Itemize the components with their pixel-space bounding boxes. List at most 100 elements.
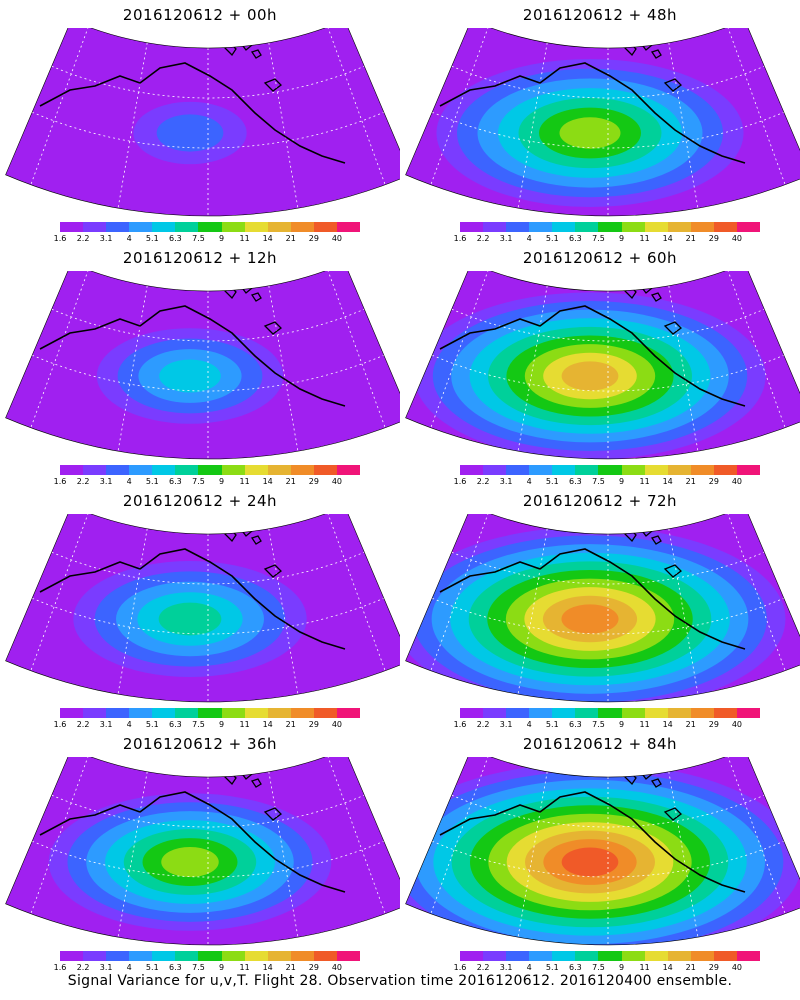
colorbar-label: 1.6 xyxy=(453,720,467,729)
polar-stereographic-map xyxy=(5,514,400,703)
colorbar-swatch xyxy=(267,465,291,475)
colorbar-label: 9 xyxy=(618,720,625,729)
colorbar-swatch xyxy=(83,465,107,475)
colorbar-swatch xyxy=(598,951,622,961)
colorbar-swatch xyxy=(736,222,761,232)
variance-contour xyxy=(559,117,621,149)
colorbar-label: 4 xyxy=(126,234,132,243)
colorbar-swatch xyxy=(460,465,484,475)
colorbar-label: 29 xyxy=(308,234,319,243)
colorbar-label: 7.5 xyxy=(592,234,605,243)
colorbar-label: 40 xyxy=(731,234,743,243)
meridian-line xyxy=(430,28,489,185)
colorbar-label: 5.1 xyxy=(145,963,159,972)
colorbar-swatch xyxy=(621,708,645,718)
panel-title: 2016120612 + 00h xyxy=(122,6,278,24)
colorbar-swatch xyxy=(175,222,199,232)
colorbar-swatch xyxy=(60,708,84,718)
colorbar-swatch xyxy=(221,465,245,475)
colorbar-label: 5.1 xyxy=(545,963,559,972)
colorbar-label: 7.5 xyxy=(592,477,605,486)
colorbar-label: 2.2 xyxy=(76,720,90,729)
colorbar-label: 1.6 xyxy=(53,477,67,486)
coastline xyxy=(39,548,346,650)
colorbar-swatch xyxy=(221,222,245,232)
colorbar-label: 2.2 xyxy=(476,477,490,486)
panel-title: 2016120612 + 24h xyxy=(122,492,278,510)
colorbar-swatch xyxy=(621,222,645,232)
colorbar-swatch xyxy=(667,222,691,232)
colorbar-swatch xyxy=(244,222,268,232)
panel-title: 2016120612 + 72h xyxy=(522,492,678,510)
colorbar-label: 1.6 xyxy=(453,963,467,972)
colorbar-swatch xyxy=(483,708,507,718)
colorbar-label: 7.5 xyxy=(192,234,205,243)
colorbar-swatch xyxy=(152,708,176,718)
colorbar-label: 40 xyxy=(331,963,343,972)
colorbar-label: 6.3 xyxy=(169,963,182,972)
colorbar-swatch xyxy=(644,708,668,718)
variance-contour xyxy=(161,847,219,877)
colorbar-label: 7.5 xyxy=(192,963,205,972)
map-panel: 2016120612 + 24h 1.6 2.2 3.1 4 5.1 6.3 7.5 9 11 14… xyxy=(0,486,400,731)
meridian-line xyxy=(430,514,489,671)
colorbar-label: 1.6 xyxy=(453,477,467,486)
colorbar-label: 5.1 xyxy=(545,720,559,729)
colorbar-label: 29 xyxy=(308,477,319,486)
map-boundary xyxy=(5,28,400,217)
polar-stereographic-map xyxy=(405,757,800,946)
variance-contour xyxy=(159,359,221,393)
colorbar-swatch xyxy=(529,951,553,961)
colorbar-label: 40 xyxy=(331,477,343,486)
colorbar-label: 2.2 xyxy=(76,234,90,243)
parallel-line xyxy=(32,354,384,392)
panel-title: 2016120612 + 84h xyxy=(522,735,678,753)
colorbar-label: 7.5 xyxy=(192,720,205,729)
colorbar-label: 3.1 xyxy=(99,477,113,486)
colorbar-swatch xyxy=(129,951,153,961)
colorbar-label: 14 xyxy=(662,477,673,486)
colorbar-label: 29 xyxy=(308,720,319,729)
panel-title: 2016120612 + 12h xyxy=(122,249,278,267)
colorbar-label: 6.3 xyxy=(569,234,582,243)
meridian-line xyxy=(327,757,386,914)
map-boundary xyxy=(405,271,800,460)
colorbar-swatch xyxy=(598,222,622,232)
variance-contour xyxy=(158,602,222,636)
map-panel: 2016120612 + 12h 1.6 2.2 3.1 4 5.1 6.3 7.5 9 11 14… xyxy=(0,243,400,488)
colorbar-swatch xyxy=(106,222,130,232)
panel-title: 2016120612 + 48h xyxy=(522,6,678,24)
colorbar-swatch xyxy=(506,222,530,232)
colorbar-swatch xyxy=(690,465,714,475)
colorbar-swatch xyxy=(175,465,199,475)
colorbar: 1.6 2.2 3.1 4 5.1 6.3 7.5 9 11 14 21 29 40 xyxy=(454,951,761,973)
colorbar-label: 29 xyxy=(708,720,719,729)
colorbar-swatch xyxy=(575,222,599,232)
parallel-line xyxy=(32,840,384,878)
colorbar-label: 7.5 xyxy=(592,720,605,729)
colorbar-swatch xyxy=(483,465,507,475)
colorbar-label: 29 xyxy=(308,963,319,972)
colorbar-label: 3.1 xyxy=(499,477,513,486)
colorbar-swatch xyxy=(60,222,84,232)
colorbar-swatch xyxy=(552,222,576,232)
panel-title: 2016120612 + 60h xyxy=(522,249,678,267)
map-boundary xyxy=(405,28,800,217)
meridian-line xyxy=(327,28,386,185)
meridian-line xyxy=(727,757,786,914)
colorbar-swatch xyxy=(336,222,361,232)
colorbar-label: 21 xyxy=(685,234,696,243)
colorbar-label: 4 xyxy=(126,720,132,729)
variance-contour xyxy=(156,114,224,152)
colorbar-label: 9 xyxy=(218,477,225,486)
map-boundary xyxy=(5,514,400,703)
colorbar-label: 14 xyxy=(662,963,673,972)
colorbar-swatch xyxy=(713,222,737,232)
colorbar-swatch xyxy=(313,708,337,718)
meridian-line xyxy=(268,42,299,209)
colorbar-label: 9 xyxy=(618,963,625,972)
colorbar: 1.6 2.2 3.1 4 5.1 6.3 7.5 9 11 14 21 29 40 xyxy=(54,465,361,487)
colorbar-swatch xyxy=(690,708,714,718)
colorbar-swatch xyxy=(552,951,576,961)
colorbar-label: 6.3 xyxy=(169,234,182,243)
